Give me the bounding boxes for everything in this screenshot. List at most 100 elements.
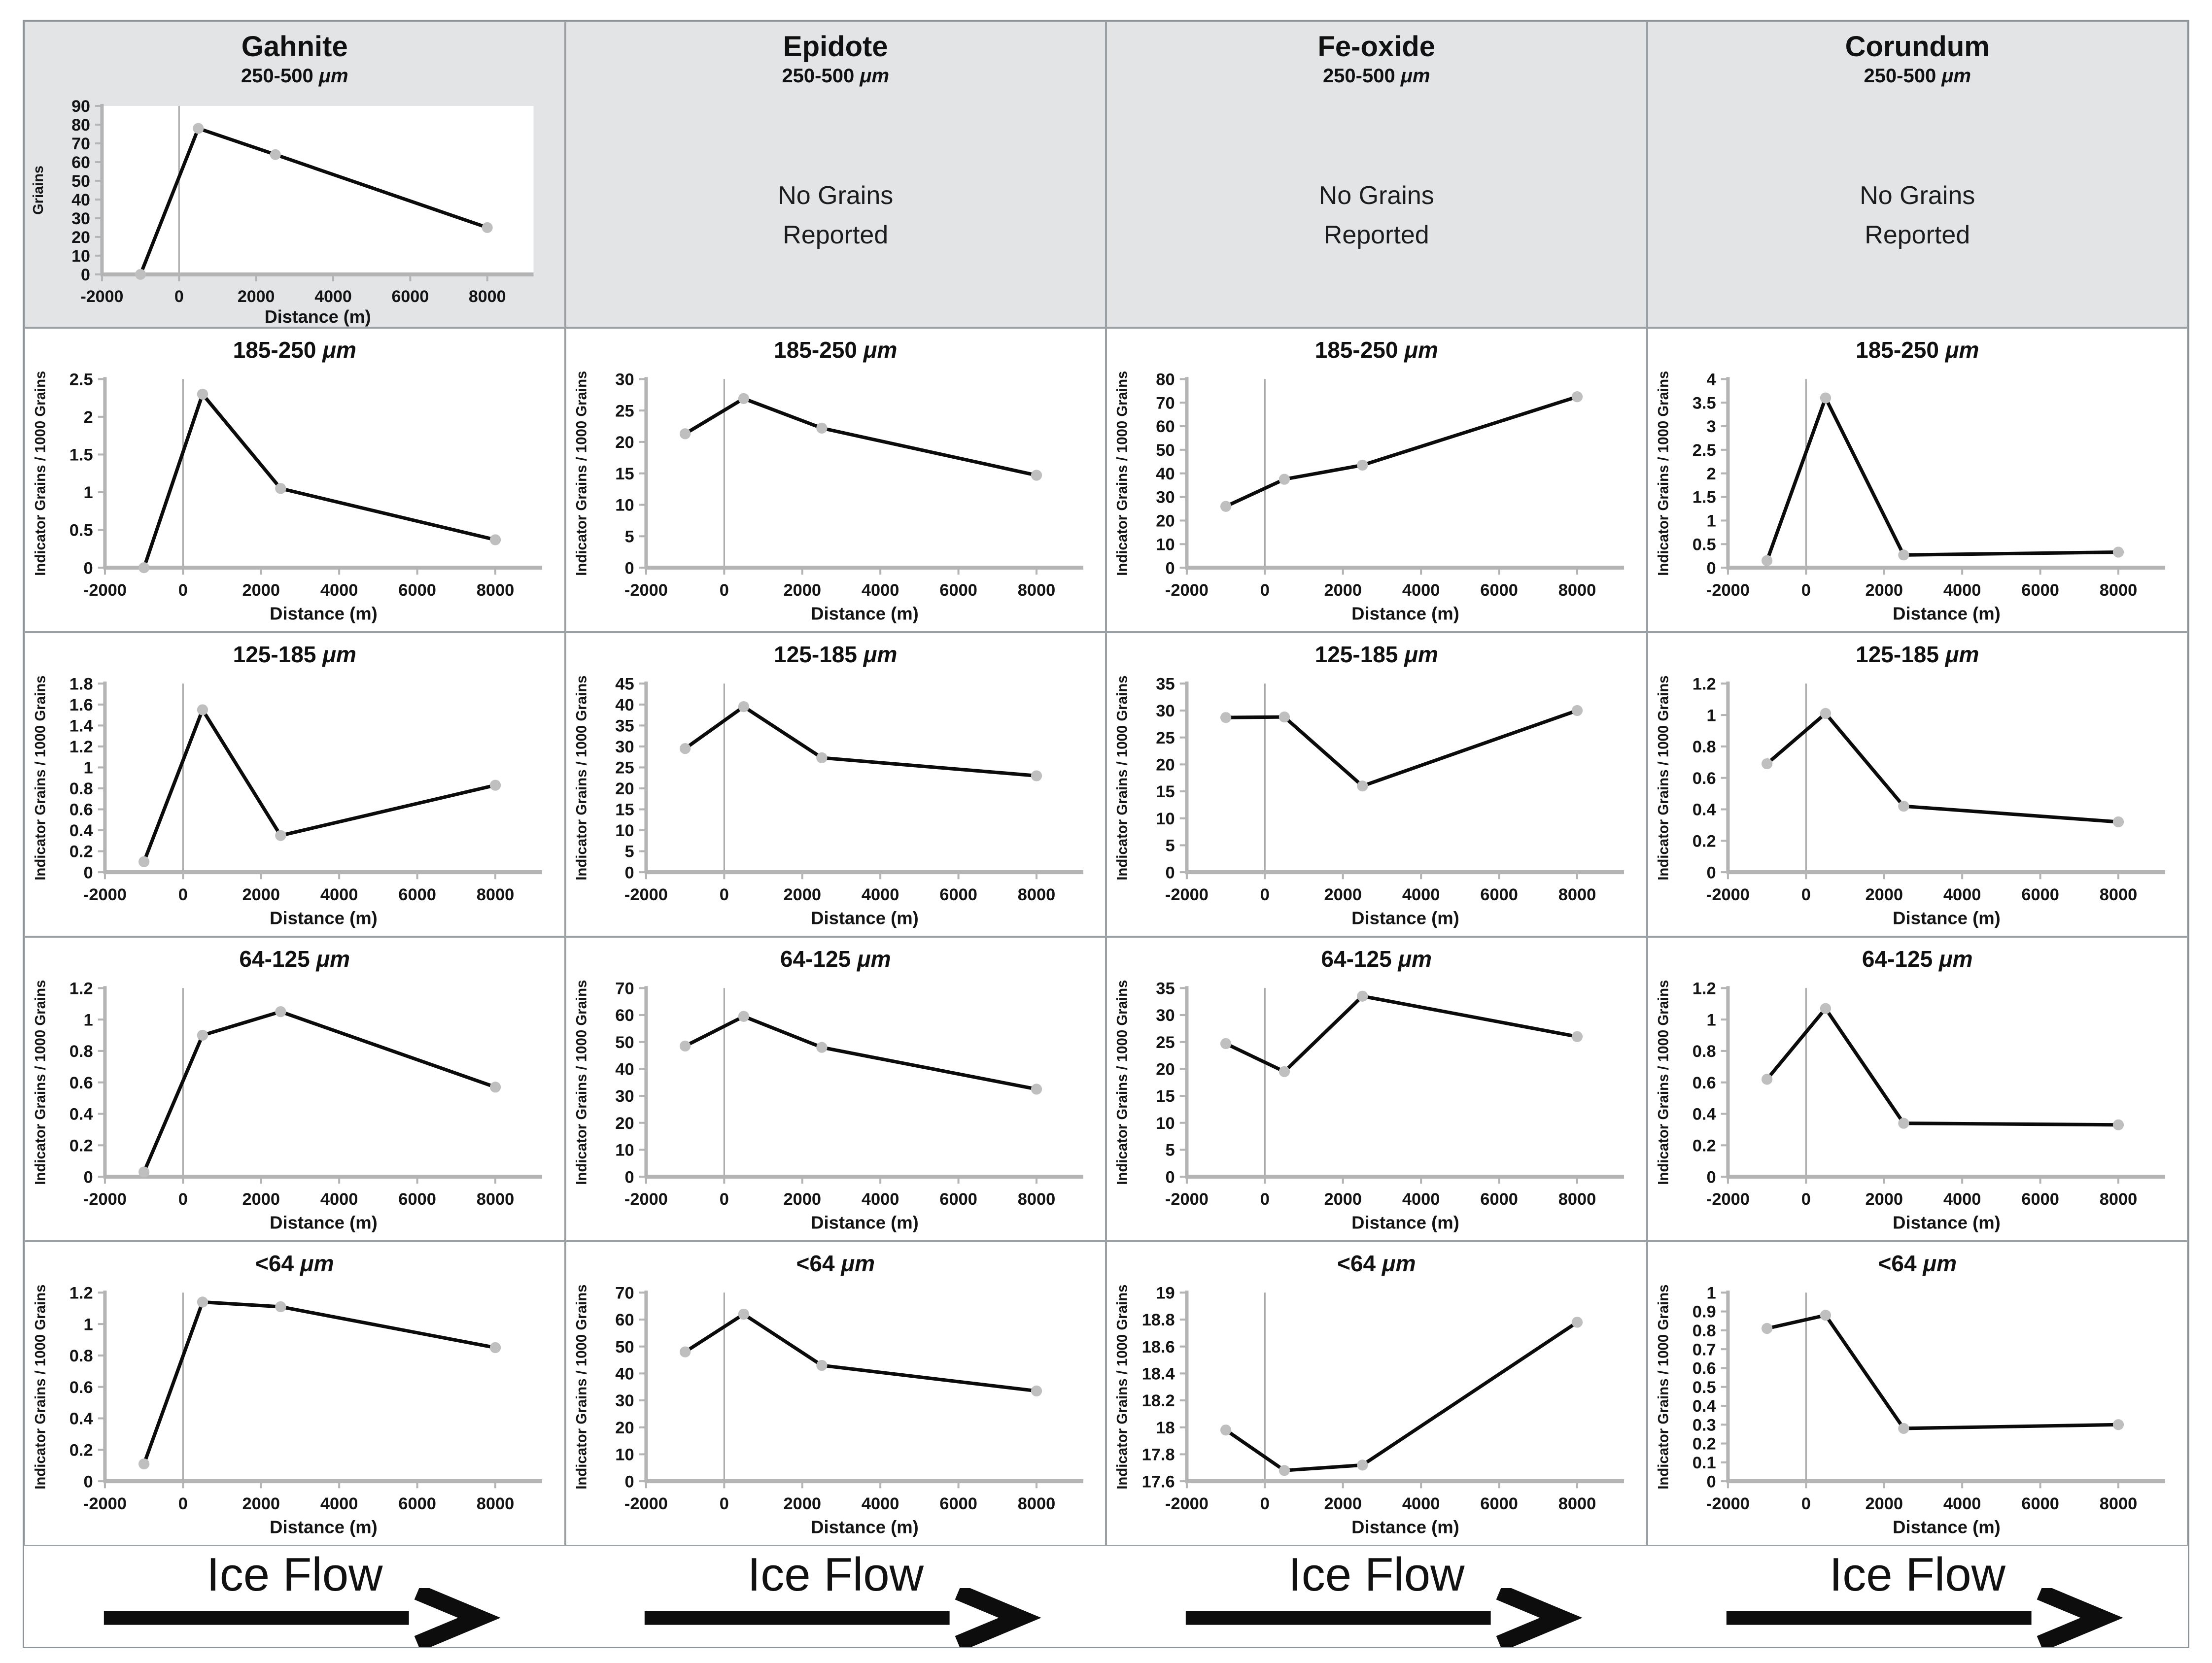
x-tick-label: 8000: [2099, 885, 2137, 904]
y-tick-label: 1.5: [69, 446, 93, 465]
y-tick-label: 0.2: [69, 1136, 93, 1155]
data-point: [1898, 1423, 1909, 1434]
ice-flow-label: Ice Flow: [207, 1548, 383, 1601]
line-chart-slot: 17.6 17.8 18 18.2 18.4 18.6 18.8 19 -2000 0 2000 40…: [1107, 1277, 1646, 1540]
data-point: [1220, 1038, 1232, 1050]
arrow-head-icon: [955, 1588, 1041, 1647]
y-tick-label: 0: [624, 1472, 634, 1491]
chart-title: 125-185 μm: [774, 642, 898, 667]
y-tick-label: 0.4: [69, 1410, 93, 1428]
chart-cell-gahnite-64-125: 64-125 μm 0 0.2 0.4 0.6 0.8 1 1.2 -2000 0 2000 400…: [24, 937, 565, 1241]
y-tick-label: 30: [1156, 488, 1175, 507]
data-point: [197, 1029, 208, 1041]
y-tick-label: 1.5: [1692, 488, 1716, 507]
line-chart: 0 10 20 30 40 50 60 70 -2000 0 2000 4000 6000 8000 Ind…: [573, 979, 1083, 1232]
y-tick-label: 0.8: [69, 1042, 93, 1061]
data-point: [1279, 1465, 1290, 1476]
y-tick-label: 60: [71, 153, 90, 172]
data-line: [1766, 1313, 2118, 1430]
data-line: [142, 708, 496, 863]
y-tick-label: 20: [1156, 756, 1175, 775]
y-tick-label: 18.6: [1142, 1338, 1175, 1357]
x-axis-label: Distance (m): [811, 1212, 919, 1232]
x-tick-label: 6000: [2021, 1190, 2059, 1209]
y-tick-label: 15: [615, 465, 634, 483]
x-tick-label: 0: [719, 1494, 728, 1513]
chart-cell-corundum-125-185: 125-185 μm 0 0.2 0.4 0.6 0.8 1 1.2 -2000 0 2000 40…: [1647, 632, 2188, 937]
y-axis-label: Indicator Grains / 1000 Grains: [32, 980, 48, 1185]
x-tick-label: 6000: [398, 581, 436, 600]
x-tick-label: 0: [1801, 885, 1810, 904]
x-axis-label: Distance (m): [1351, 908, 1459, 928]
y-tick-label: 20: [1156, 1060, 1175, 1079]
y-tick-label: 0.8: [1692, 1042, 1716, 1061]
y-tick-label: 30: [615, 738, 634, 756]
y-tick-label: 50: [1156, 441, 1175, 460]
no-grains-line2: Reported: [1323, 221, 1429, 250]
arrow-shaft: [1727, 1611, 2032, 1625]
x-tick-label: 4000: [1943, 581, 1981, 600]
y-tick-label: 25: [1156, 1033, 1175, 1052]
ice-flow-cell-fe-oxide: Ice Flow: [1106, 1546, 1647, 1647]
data-point: [1279, 711, 1290, 723]
ice-flow-arrow: [645, 1588, 1041, 1647]
y-axis-label: Indicator Grains / 1000 Grains: [573, 1285, 589, 1490]
data-point: [1761, 555, 1772, 566]
line-chart-slot: 0 5 10 15 20 25 30 -2000 0 2000 4000 6000 8000 Indica…: [566, 363, 1106, 627]
data-point: [1820, 708, 1831, 719]
x-tick-label: 2000: [1865, 885, 1903, 904]
x-tick-label: 6000: [392, 287, 429, 306]
x-axis-label: Distance (m): [265, 306, 371, 327]
data-point: [197, 388, 208, 400]
x-axis-label: Distance (m): [1893, 1212, 2001, 1232]
x-tick-label: 8000: [477, 1494, 515, 1513]
y-tick-label: 0: [624, 559, 634, 577]
data-point: [1279, 1066, 1290, 1077]
y-tick-label: 1.8: [69, 675, 93, 693]
y-tick-label: 0.6: [1692, 1074, 1716, 1092]
x-tick-label: 6000: [939, 1494, 977, 1513]
data-point: [679, 743, 691, 754]
y-tick-label: 0.2: [1692, 1435, 1716, 1454]
y-tick-label: 15: [1156, 782, 1175, 801]
line-chart-slot: 0 0.2 0.4 0.6 0.8 1 1.2 -2000 0 2000 4000 6000 8000 I…: [1648, 972, 2187, 1236]
y-tick-label: 3: [1706, 417, 1716, 436]
y-tick-label: 0.2: [1692, 1136, 1716, 1155]
data-point: [1220, 501, 1232, 512]
y-axis-label: Indicator Grains / 1000 Grains: [32, 676, 48, 881]
y-tick-label: 0.6: [1692, 769, 1716, 788]
y-tick-label: 0: [83, 863, 93, 882]
y-tick-label: 2.5: [1692, 441, 1716, 460]
y-tick-label: 1: [83, 1315, 93, 1334]
data-point: [138, 1458, 150, 1470]
y-tick-label: 0.4: [1692, 1397, 1716, 1416]
x-tick-label: 8000: [2099, 1494, 2137, 1513]
y-tick-label: 1.2: [69, 1284, 93, 1302]
y-tick-label: 10: [615, 496, 634, 515]
y-axis-label: Indicator Grains / 1000 Grains: [1114, 980, 1130, 1185]
column-subtitle: 250-500 μm: [782, 65, 890, 87]
x-tick-label: 2000: [242, 1190, 280, 1209]
x-tick-label: -2000: [1706, 1190, 1749, 1209]
column-title: Fe-oxide: [1317, 31, 1436, 63]
x-axis-label: Distance (m): [1351, 603, 1459, 623]
chart-title: <64 μm: [1878, 1251, 1957, 1276]
x-tick-label: -2000: [624, 885, 667, 904]
line-chart: 0 0.2 0.4 0.6 0.8 1 1.2 -2000 0 2000 4000 6000 8000 I…: [32, 1284, 543, 1537]
chart-title: 125-185 μm: [1856, 642, 1979, 667]
ice-flow-arrow: [1185, 1588, 1583, 1647]
data-line: [684, 1015, 1037, 1091]
x-tick-label: 6000: [398, 1190, 436, 1209]
chart-grid: Gahnite 250-500 μm 0 10 20 30 40 50 60 70 80 90 -2…: [23, 20, 2189, 1648]
line-chart: 0 0.2 0.4 0.6 0.8 1 1.2 1.4 1.6 1.8 -2000 0 2000 4000…: [32, 675, 543, 928]
x-tick-label: 2000: [242, 581, 280, 600]
y-tick-label: 1.6: [69, 696, 93, 714]
line-chart-slot: 0 5 10 15 20 25 30 35 -2000 0 2000 4000 6000 8000 Indi…: [1107, 668, 1646, 931]
data-point: [193, 123, 204, 134]
y-tick-label: 0.5: [1692, 535, 1716, 554]
line-chart-slot: 0 0.2 0.4 0.6 0.8 1 1.2 -2000 0 2000 4000 6000 8000 I…: [25, 972, 564, 1236]
x-tick-label: -2000: [624, 581, 667, 600]
x-tick-label: 4000: [861, 1190, 899, 1209]
y-tick-label: 0.4: [69, 821, 93, 840]
data-point: [679, 1346, 691, 1358]
